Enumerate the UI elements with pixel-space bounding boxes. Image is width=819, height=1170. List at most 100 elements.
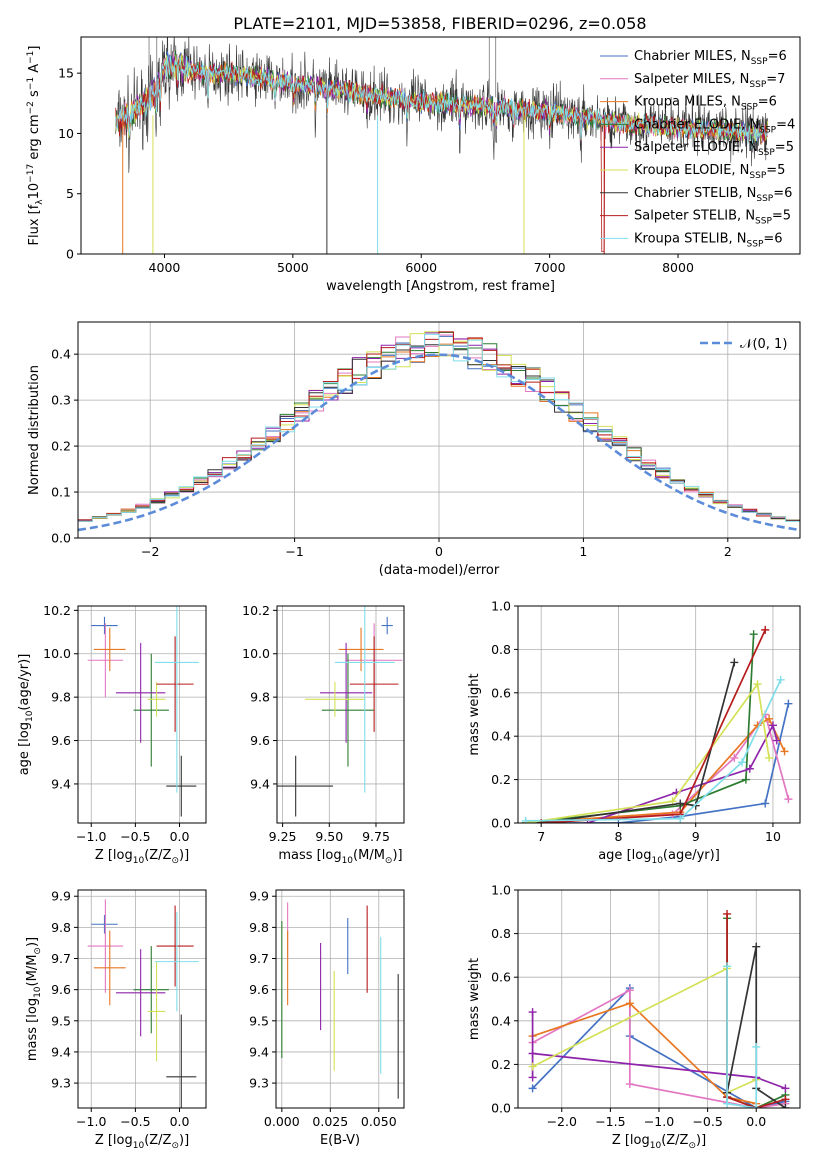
y-tick-label: 0.0 — [491, 816, 511, 831]
panel-z_weight: −2.0 −1.5 −1.0 −0.5 0.0 0.0 0.2 0.4 0.6 0.8 1.0 Z [… — [467, 883, 801, 1151]
y-tick-label: 9.9 — [51, 889, 71, 904]
x-tick-label: −1.0 — [644, 1114, 674, 1129]
y-tick-label: 10.2 — [242, 603, 270, 618]
x-tick-label: 9.50 — [315, 829, 343, 844]
y-tick-label: 0.8 — [491, 926, 511, 941]
label-part: (M/M — [25, 955, 40, 987]
weight-marker — [765, 753, 774, 762]
label-part: 10 — [27, 183, 42, 200]
x-tick-label: −2 — [141, 544, 159, 559]
y-tick-label: 9.4 — [250, 776, 270, 791]
panel-ebv_mass: 0.000 0.025 0.050 9.3 9.4 9.5 9.6 9.7 9.8 9.9 E(B-… — [249, 889, 405, 1148]
y-tick-label: 10 — [58, 126, 74, 141]
label-part: (Z/Z — [144, 848, 171, 863]
y-tick-label: 15 — [58, 66, 74, 81]
label-part: E(B-V) — [320, 1133, 360, 1148]
plot-area — [87, 899, 199, 1108]
label-part: −2 — [26, 101, 36, 114]
x-tick-label: −2.0 — [547, 1114, 577, 1129]
x-tick-label: 10 — [765, 829, 781, 844]
legend-label: Kroupa ELODIE, NSSP=5 — [634, 163, 785, 181]
plot-area — [78, 331, 800, 532]
label-part: erg cm — [27, 114, 42, 163]
axes-frame — [77, 889, 207, 1109]
y-tick-label: 9.6 — [250, 733, 270, 748]
x-tick-label: 5000 — [277, 260, 309, 275]
normal-curve — [78, 353, 800, 532]
weight-marker — [528, 1049, 537, 1058]
panel-z_age: −1.0 −0.5 0.09.49.69.810.010.2Z [log10(Z/Z… — [17, 603, 207, 866]
legend-label: Chabrier STELIB, NSSP=6 — [634, 186, 792, 204]
legend-label: Salpeter STELIB, NSSP=5 — [634, 209, 791, 227]
label-part: mass [log — [25, 998, 40, 1061]
weight-marker — [730, 658, 739, 667]
y-tick-label: 9.7 — [51, 951, 71, 966]
panel-mass_age: 9.25 9.50 9.75 9.4 9.6 9.8 10.0 10.2 mass [log10… — [242, 603, 405, 866]
label-part: 10 — [133, 1141, 145, 1151]
label-part: )] — [25, 937, 40, 947]
label-part: ⊙ — [171, 856, 179, 866]
y-axis-label: age [log10(age/yr)] — [17, 654, 35, 776]
weight-marker — [625, 999, 634, 1008]
axes-frame — [77, 605, 207, 824]
weight-line — [525, 679, 782, 822]
label-part: =4 — [776, 117, 795, 132]
label-part: age [log — [17, 722, 32, 775]
plot-area — [281, 902, 399, 1099]
label-part: ] — [27, 46, 42, 51]
y-tick-label: 9.3 — [249, 1076, 269, 1091]
weight-marker — [784, 699, 793, 708]
label-part: wavelength [Angstrom, rest frame] — [326, 279, 555, 294]
y-tick-label: 10.0 — [242, 646, 270, 661]
weight-marker — [528, 1062, 537, 1071]
weight-marker — [625, 986, 634, 995]
label-part: (age/yr)] — [17, 654, 32, 711]
label-part: Flux [f — [27, 204, 42, 245]
x-axis-label: mass [log10(M/M⊙)] — [278, 848, 402, 866]
plot-area — [87, 606, 199, 817]
label-part: Z [log — [95, 848, 133, 863]
weight-marker — [676, 799, 685, 808]
y-tick-label: 0 — [66, 247, 74, 262]
label-part: ⊙ — [688, 1141, 696, 1151]
weight-marker — [625, 1080, 634, 1089]
weight-line — [532, 1002, 757, 1105]
label-part: Chabrier ELODIE, N — [634, 117, 759, 132]
label-part: −1 — [26, 51, 36, 64]
label-part: 10 — [651, 856, 663, 866]
x-axis-label: Z [log10(Z/Z⊙)] — [95, 1133, 189, 1151]
weight-marker — [752, 1104, 761, 1108]
label-part: A — [27, 64, 42, 77]
label-part: SSP — [758, 148, 775, 158]
weight-marker — [723, 1099, 732, 1108]
weight-marker — [752, 1042, 761, 1051]
x-tick-label: 9.25 — [269, 829, 297, 844]
x-tick-label: 8 — [614, 829, 622, 844]
x-axis-label: E(B-V) — [320, 1133, 360, 1148]
label-part: −17 — [26, 164, 36, 183]
panel-z_mass: −1.0 −0.5 0.09.39.49.59.69.79.89.9Z [log10… — [25, 889, 207, 1151]
y-tick-label: 9.4 — [51, 776, 71, 791]
label-part: Kroupa ELODIE, N — [634, 163, 749, 178]
label-part: (data-model)/error — [379, 563, 500, 578]
label-part: =6 — [773, 186, 792, 201]
y-tick-label: 0.2 — [491, 1057, 511, 1072]
label-part: Kroupa MILES, N — [634, 95, 741, 110]
spectrum-line — [115, 55, 768, 149]
axes-frame — [517, 605, 801, 824]
y-tick-label: 9.5 — [51, 1013, 71, 1028]
label-part: =7 — [766, 72, 785, 87]
x-tick-label: 1 — [579, 544, 587, 559]
weight-marker — [528, 1008, 537, 1017]
weight-marker — [761, 799, 770, 808]
x-tick-label: −1.5 — [595, 1114, 625, 1129]
plot-area — [528, 909, 790, 1108]
x-axis-label: (data-model)/error — [379, 563, 500, 578]
weight-line — [541, 662, 736, 823]
label-part: SSP — [749, 171, 766, 181]
label-part: −1 — [26, 77, 36, 90]
label-part: ⊙ — [385, 856, 393, 866]
x-tick-label: 0.0 — [170, 829, 190, 844]
label-part: 10 — [342, 856, 354, 866]
